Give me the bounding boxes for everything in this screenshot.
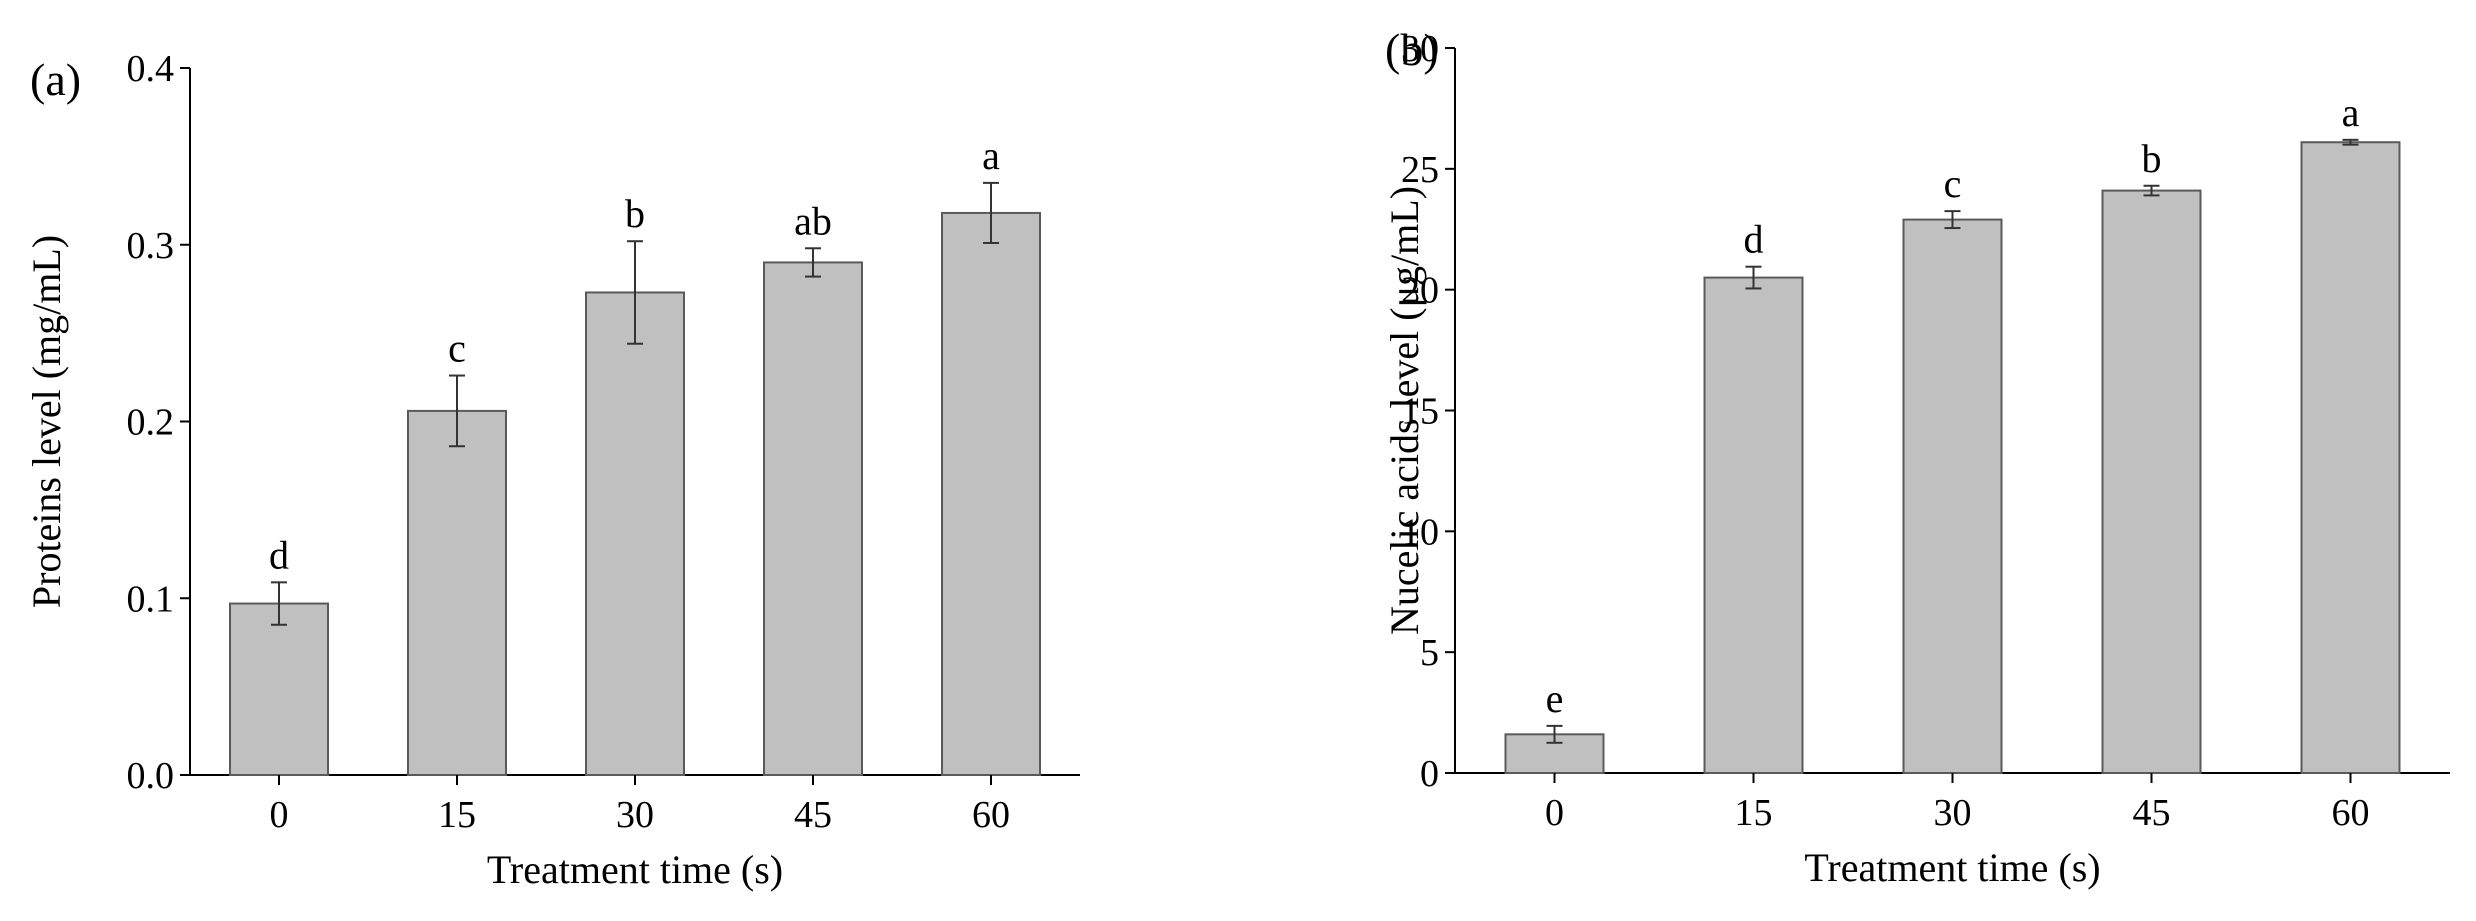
significance-letter: b [2142, 136, 2162, 181]
y-tick-label: 25 [1401, 149, 1439, 191]
y-tick-label: 0.3 [127, 225, 175, 267]
panel-a: 0.0 0.1 0.2 0.3 0.4 0 d 15 c 30 b 45 ab 60 a Treatment … [24, 48, 1080, 892]
x-tick-label: 60 [972, 794, 1010, 836]
x-tick-label: 45 [2133, 792, 2171, 834]
bar [1902, 218, 2003, 775]
y-tick-label: 20 [1401, 270, 1439, 312]
x-tick-label: 15 [438, 794, 476, 836]
x-tick-label: 45 [794, 794, 832, 836]
significance-letter: a [2342, 90, 2360, 135]
y-axis-title: Nucelic acids level (μg/mL) [1382, 186, 1427, 635]
bar [2300, 141, 2401, 774]
y-tick-label: 0.2 [127, 402, 175, 444]
significance-letter: c [448, 326, 466, 371]
bar [585, 291, 685, 776]
panel-label: (b) [1385, 24, 1439, 75]
x-tick-label: 15 [1735, 792, 1773, 834]
y-tick-label: 15 [1401, 391, 1439, 433]
bar [763, 261, 863, 776]
significance-letter: d [1744, 217, 1764, 262]
y-axis-title: Proteins level (mg/mL) [24, 235, 69, 608]
x-axis-title: Treatment time (s) [1804, 845, 2100, 890]
x-axis-title: Treatment time (s) [487, 847, 783, 892]
significance-letter: e [1546, 676, 1564, 721]
y-tick-label: 30 [1401, 28, 1439, 70]
panel-label: (a) [30, 54, 81, 105]
bar [229, 602, 329, 776]
y-tick-label: 0.4 [127, 48, 175, 90]
bar [941, 211, 1041, 776]
significance-letter: c [1944, 161, 1962, 206]
x-tick-label: 0 [270, 794, 289, 836]
significance-letter: a [982, 133, 1000, 178]
y-tick-label: 10 [1401, 511, 1439, 553]
significance-letter: b [625, 191, 645, 236]
y-tick-label: 0.0 [127, 755, 175, 797]
bar [2101, 189, 2202, 775]
significance-letter: d [269, 532, 289, 577]
y-tick-label: 5 [1420, 632, 1439, 674]
x-tick-label: 0 [1545, 792, 1564, 834]
y-tick-label: 0 [1420, 753, 1439, 795]
y-tick-label: 0.1 [127, 578, 175, 620]
bar [1703, 276, 1804, 774]
panel-b: 0 5 10 15 20 25 30 0 e 15 d 30 c 45 b 60 a Treatment time… [1382, 24, 2450, 890]
bar [407, 409, 507, 776]
x-tick-label: 30 [1934, 792, 1972, 834]
x-tick-label: 30 [616, 794, 654, 836]
significance-letter: ab [794, 198, 832, 243]
x-tick-label: 60 [2332, 792, 2370, 834]
